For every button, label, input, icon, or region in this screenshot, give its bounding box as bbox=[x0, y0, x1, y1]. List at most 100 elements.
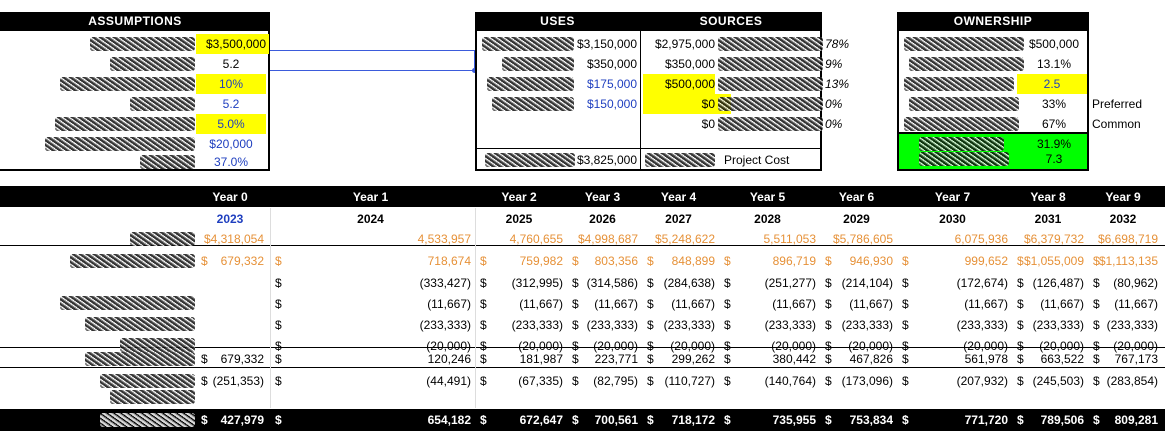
year-label[interactable]: Year 9 bbox=[1105, 190, 1141, 204]
assumption-cell[interactable]: $3,500,000 bbox=[196, 34, 269, 54]
ebitda-cell[interactable]: 896,719 bbox=[772, 254, 816, 268]
revenue-cell[interactable]: $5,786,605 bbox=[832, 232, 893, 246]
year-label[interactable]: Year 4 bbox=[660, 190, 697, 204]
final-cell[interactable]: 771,720 bbox=[964, 413, 1008, 427]
expense-cell[interactable]: (20,000) bbox=[1113, 339, 1158, 353]
uses-value[interactable]: $175,000 bbox=[586, 77, 637, 91]
revenue-cell[interactable]: 5,511,053 bbox=[763, 232, 817, 246]
expense-cell[interactable]: (233,333) bbox=[1032, 318, 1084, 332]
revenue-cell[interactable]: 4,533,957 bbox=[417, 232, 471, 246]
expense-cell[interactable]: (20,000) bbox=[963, 339, 1008, 353]
taxable-income-cell[interactable]: 181,987 bbox=[519, 352, 563, 366]
revenue-cell[interactable]: $5,248,622 bbox=[654, 232, 715, 246]
calendar-year[interactable]: 2028 bbox=[754, 212, 781, 226]
calendar-year[interactable]: 2027 bbox=[665, 212, 692, 226]
revenue-cell[interactable]: 6,075,936 bbox=[954, 232, 1008, 246]
year-label[interactable]: Year 6 bbox=[838, 190, 875, 204]
expense-cell[interactable]: (20,000) bbox=[1039, 339, 1084, 353]
calendar-year[interactable]: 2023 bbox=[216, 212, 244, 226]
calendar-year[interactable]: 2031 bbox=[1034, 212, 1062, 226]
final-cell[interactable]: 718,172 bbox=[671, 413, 715, 427]
expense-cell[interactable] bbox=[196, 315, 264, 335]
final-cell[interactable]: 809,281 bbox=[1114, 413, 1158, 427]
taxable-income-cell[interactable]: 679,332 bbox=[220, 352, 264, 366]
final-cell[interactable]: 789,506 bbox=[1040, 413, 1084, 427]
final-cell[interactable]: 672,647 bbox=[519, 413, 563, 427]
expense-cell[interactable]: (233,333) bbox=[586, 318, 638, 332]
sources-value[interactable]: $350,000 bbox=[664, 57, 715, 71]
expense-cell[interactable]: (11,667) bbox=[1040, 297, 1084, 311]
expense-cell[interactable]: (20,000) bbox=[426, 339, 471, 353]
taxable-income-cell[interactable]: 120,246 bbox=[427, 352, 471, 366]
taxable-income-cell[interactable]: 467,826 bbox=[849, 352, 893, 366]
final-cell[interactable]: 427,979 bbox=[220, 413, 264, 427]
expense-cell[interactable]: (20,000) bbox=[670, 339, 715, 353]
expense-cell[interactable]: (314,586) bbox=[586, 276, 638, 290]
taxable-income-cell[interactable]: 561,978 bbox=[964, 352, 1008, 366]
ebitda-cell[interactable]: 848,899 bbox=[671, 254, 715, 268]
expense-cell[interactable]: (20,000) bbox=[771, 339, 816, 353]
final-cell[interactable]: 700,561 bbox=[594, 413, 638, 427]
calendar-year[interactable]: 2030 bbox=[939, 212, 966, 226]
expense-cell[interactable]: (11,667) bbox=[964, 297, 1008, 311]
expense-cell[interactable]: (11,667) bbox=[427, 297, 471, 311]
ebitda-cell[interactable]: $1,113,135 bbox=[1098, 254, 1158, 268]
ebitda-cell[interactable]: $1,055,009 bbox=[1023, 254, 1084, 268]
expense-cell[interactable]: (126,487) bbox=[1032, 276, 1084, 290]
assumption-cell[interactable]: 10% bbox=[196, 74, 266, 94]
sources-value[interactable]: $500,000 bbox=[643, 74, 715, 94]
tax-cell[interactable]: (283,854) bbox=[1106, 374, 1158, 388]
expense-cell[interactable]: (172,674) bbox=[956, 276, 1008, 290]
taxable-income-cell[interactable]: 380,442 bbox=[772, 352, 816, 366]
tax-cell[interactable]: (245,503) bbox=[1032, 374, 1084, 388]
expense-cell[interactable]: (233,333) bbox=[511, 318, 563, 332]
expense-cell[interactable]: (20,000) bbox=[518, 339, 563, 353]
assumption-cell[interactable]: 5.2 bbox=[222, 57, 240, 71]
revenue-cell[interactable]: 4,760,655 bbox=[509, 232, 563, 246]
expense-cell[interactable]: (11,667) bbox=[519, 297, 563, 311]
ownership-value[interactable]: 13.1% bbox=[1036, 57, 1072, 71]
expense-cell[interactable]: (233,333) bbox=[419, 318, 471, 332]
revenue-cell[interactable]: $6,379,732 bbox=[1023, 232, 1084, 246]
ownership-value[interactable]: 33% bbox=[1041, 97, 1067, 111]
expense-cell[interactable]: (251,277) bbox=[764, 276, 816, 290]
expense-cell[interactable] bbox=[196, 273, 264, 293]
expense-cell[interactable]: (233,333) bbox=[764, 318, 816, 332]
final-cell[interactable]: 735,955 bbox=[772, 413, 816, 427]
year-label[interactable]: Year 2 bbox=[501, 190, 537, 204]
uses-total[interactable]: $3,825,000 bbox=[576, 153, 637, 167]
expense-cell[interactable]: (11,667) bbox=[594, 297, 638, 311]
taxable-income-cell[interactable]: 299,262 bbox=[671, 352, 715, 366]
expense-cell[interactable]: (284,638) bbox=[663, 276, 715, 290]
expense-cell[interactable]: (80,962) bbox=[1113, 276, 1158, 290]
ebitda-cell[interactable]: 946,930 bbox=[849, 254, 893, 268]
assumption-cell[interactable]: 37.0% bbox=[213, 155, 249, 169]
expense-cell[interactable]: (20,000) bbox=[848, 339, 893, 353]
tax-cell[interactable]: (251,353) bbox=[212, 374, 264, 388]
uses-value[interactable]: $150,000 bbox=[586, 97, 637, 111]
year-label[interactable]: Year 1 bbox=[352, 190, 389, 204]
year-label[interactable]: Year 0 bbox=[212, 190, 248, 204]
expense-cell[interactable]: (11,667) bbox=[671, 297, 715, 311]
expense-cell[interactable]: (233,333) bbox=[956, 318, 1008, 332]
expense-cell[interactable]: (214,104) bbox=[841, 276, 893, 290]
expense-cell[interactable]: (233,333) bbox=[841, 318, 893, 332]
assumption-cell[interactable]: $20,000 bbox=[209, 137, 253, 151]
expense-cell[interactable]: (233,333) bbox=[1106, 318, 1158, 332]
calendar-year[interactable]: 2026 bbox=[589, 212, 616, 226]
revenue-cell[interactable]: $4,998,687 bbox=[577, 232, 638, 246]
tax-cell[interactable]: (110,727) bbox=[664, 374, 715, 388]
tax-cell[interactable]: (44,491) bbox=[426, 374, 471, 388]
ownership-value[interactable]: 67% bbox=[1041, 117, 1067, 131]
expense-cell[interactable]: (11,667) bbox=[849, 297, 893, 311]
calendar-year[interactable]: 2025 bbox=[505, 212, 533, 226]
calendar-year[interactable]: 2032 bbox=[1109, 212, 1137, 226]
expense-cell[interactable]: (20,000) bbox=[593, 339, 638, 353]
tax-cell[interactable]: (207,932) bbox=[956, 374, 1008, 388]
tax-cell[interactable]: (67,335) bbox=[518, 374, 563, 388]
ebitda-cell[interactable]: 803,356 bbox=[594, 254, 638, 268]
year-label[interactable]: Year 7 bbox=[934, 190, 971, 204]
uses-value[interactable]: $3,150,000 bbox=[576, 37, 637, 51]
expense-cell[interactable]: (11,667) bbox=[1114, 297, 1158, 311]
year-label[interactable]: Year 5 bbox=[749, 190, 786, 204]
